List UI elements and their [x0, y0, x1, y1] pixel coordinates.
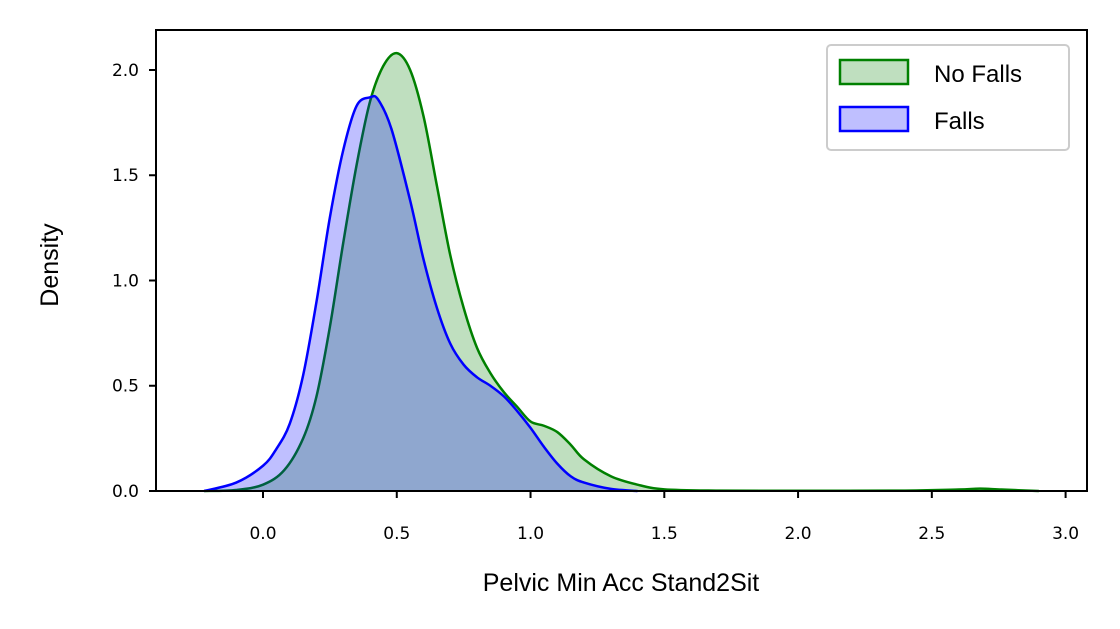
y-tick-label: 0.0: [112, 482, 139, 502]
x-tick-label: 1.5: [651, 524, 678, 544]
x-tick-label: 2.0: [785, 524, 812, 544]
x-tick-label: 1.0: [517, 524, 544, 544]
y-tick-label: 0.5: [112, 377, 139, 397]
axes-frame: [155, 29, 1088, 492]
y-axis-title: Density: [36, 223, 64, 307]
density-area-no-falls: [204, 53, 1039, 491]
legend-label-falls: Falls: [934, 108, 985, 135]
x-tick-label: 0.0: [249, 524, 276, 544]
density-area-falls: [204, 96, 638, 492]
x-axis: 0.0 0.5 1.0 1.5 2.0 2.5 3.0: [249, 491, 1079, 544]
y-axis: 0.0 0.5 1.0 1.5 2.0: [112, 61, 156, 502]
x-axis-title: Pelvic Min Acc Stand2Sit: [483, 569, 760, 597]
legend-swatch-falls: [838, 105, 910, 133]
y-tick-label: 1.5: [112, 166, 139, 186]
y-tick-label: 2.0: [112, 61, 139, 81]
x-tick-label: 3.0: [1052, 524, 1079, 544]
legend-box: [826, 44, 1070, 151]
x-tick-label: 2.5: [918, 524, 945, 544]
x-tick-label: 0.5: [383, 524, 410, 544]
density-line-falls: [203, 94, 638, 493]
legend: No Falls Falls: [826, 44, 1070, 151]
legend-swatch-no-falls: [838, 58, 910, 86]
legend-label-no-falls: No Falls: [934, 61, 1022, 88]
y-tick-label: 1.0: [112, 271, 139, 291]
